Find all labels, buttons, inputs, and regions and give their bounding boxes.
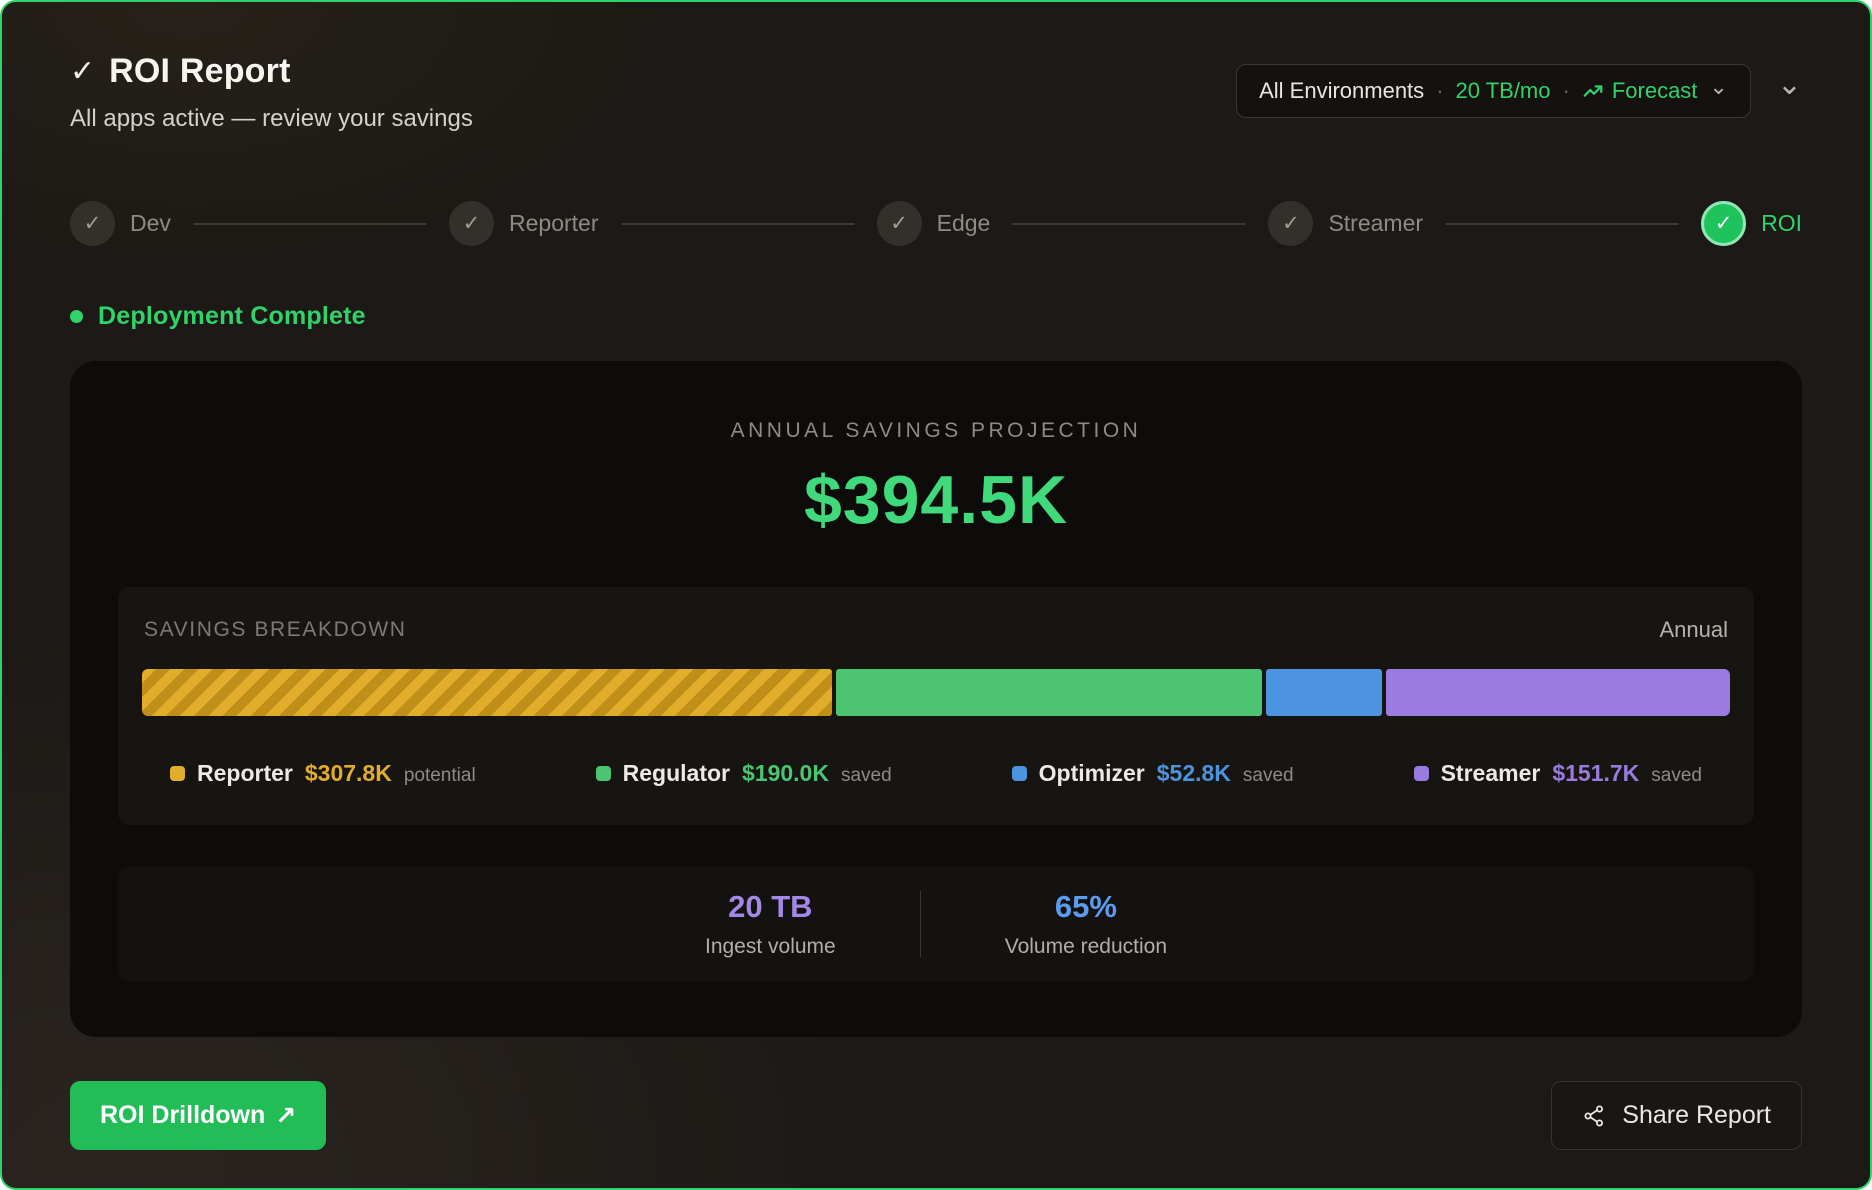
stat-divider [919,891,921,957]
environment-selector[interactable]: All Environments · 20 TB/mo · Forecast ⌄ [1236,64,1751,118]
deployment-status: Deployment Complete [70,302,1802,331]
legend-name: Regulator [622,760,730,786]
legend-note: potential [403,765,476,786]
page-title: ROI Report [109,52,291,90]
arrow-up-right-icon: ↗ [275,1101,297,1130]
legend-note: saved [1651,765,1702,786]
step-check-icon: ✓ [449,201,495,246]
stat-ingest-volume: 20 TB Ingest volume [621,889,920,959]
legend-item-regulator: Regulator $190.0K saved [595,760,892,787]
volume-stats-card: 20 TB Ingest volume 65% Volume reduction [118,867,1754,981]
legend-value: $151.7K [1552,760,1640,786]
forecast-group: Forecast [1582,78,1698,104]
stat-volume-reduction: 65% Volume reduction [921,889,1251,959]
share-icon [1584,1105,1604,1126]
step-streamer[interactable]: ✓ Streamer [1268,201,1423,246]
legend-swatch-icon [170,766,185,781]
step-connector [1445,222,1680,225]
projection-value: $394.5K [803,462,1069,538]
step-connector [620,222,855,225]
chevron-down-icon: ⌄ [1709,74,1728,99]
legend-value: $52.8K [1156,760,1231,786]
title-row: ✓ ROI Report [70,52,473,91]
step-check-icon: ✓ [876,201,922,246]
bar-segment-reporter[interactable] [142,669,833,716]
share-report-button[interactable]: Share Report [1551,1081,1802,1150]
projection-label: ANNUAL SAVINGS PROJECTION [730,419,1142,442]
breakdown-header: SAVINGS BREAKDOWN Annual [142,617,1730,643]
step-roi[interactable]: ✓ ROI [1701,201,1802,246]
step-label: ROI [1761,210,1803,236]
legend-swatch-icon [1011,766,1027,781]
step-label: Edge [936,210,991,236]
savings-stacked-bar [142,669,1730,716]
step-check-icon: ✓ [1701,201,1747,246]
breakdown-title: SAVINGS BREAKDOWN [144,618,407,641]
stat-value: 65% [1054,889,1117,924]
status-dot-icon [70,310,83,323]
page-subtitle: All apps active — review your savings [70,105,473,132]
dot-separator: · [1562,78,1570,103]
header: ✓ ROI Report All apps active — review yo… [70,52,1802,133]
ingest-rate-label: 20 TB/mo [1455,78,1551,103]
step-label: Streamer [1328,210,1424,236]
legend-name: Optimizer [1038,760,1145,786]
drilldown-label: ROI Drilldown [100,1101,266,1129]
stat-label: Volume reduction [1004,935,1168,958]
dot-separator: · [1436,78,1444,103]
bar-segment-optimizer[interactable] [1265,669,1383,716]
bar-segment-streamer[interactable] [1386,669,1730,716]
step-label: Reporter [509,210,599,236]
header-left: ✓ ROI Report All apps active — review yo… [70,52,473,133]
step-dev[interactable]: ✓ Dev [70,201,171,246]
legend-name: Streamer [1440,760,1541,786]
stat-value: 20 TB [728,889,813,924]
environment-label: All Environments [1259,78,1425,103]
breakdown-period: Annual [1659,617,1728,642]
legend-value: $190.0K [742,760,829,786]
deployment-stepper: ✓ Dev ✓ Reporter ✓ Edge ✓ Streamer ✓ ROI [70,201,1802,246]
savings-report-card: ANNUAL SAVINGS PROJECTION $394.5K SAVING… [70,361,1802,1037]
step-check-icon: ✓ [70,201,115,246]
step-connector [192,222,428,225]
step-check-icon: ✓ [1268,201,1314,246]
legend-item-optimizer: Optimizer $52.8K saved [1011,760,1294,787]
stat-label: Ingest volume [704,935,836,958]
collapse-chevron-icon[interactable]: ⌄ [1776,68,1802,101]
step-edge[interactable]: ✓ Edge [876,201,991,246]
legend-swatch-icon [1413,766,1429,781]
savings-breakdown-card: SAVINGS BREAKDOWN Annual Reporter $307.8… [118,587,1754,825]
check-icon: ✓ [70,55,96,88]
footer: ROI Drilldown ↗ Share Report [70,1081,1802,1150]
legend-swatch-icon [595,766,611,781]
step-reporter[interactable]: ✓ Reporter [449,201,599,246]
bar-segment-regulator[interactable] [836,669,1262,716]
roi-drilldown-button[interactable]: ROI Drilldown ↗ [70,1081,327,1150]
legend-name: Reporter [197,760,293,786]
legend-note: saved [840,765,892,786]
status-text: Deployment Complete [98,302,366,330]
breakdown-legend: Reporter $307.8K potential Regulator $19… [142,760,1730,787]
legend-item-reporter: Reporter $307.8K potential [170,760,476,787]
step-connector [1012,222,1247,225]
forecast-label: Forecast [1611,78,1698,103]
step-label: Dev [130,210,171,236]
share-label: Share Report [1622,1101,1771,1129]
legend-item-streamer: Streamer $151.7K saved [1413,760,1702,787]
header-right: All Environments · 20 TB/mo · Forecast ⌄… [1236,64,1802,118]
trending-up-icon [1583,85,1603,97]
legend-value: $307.8K [304,760,392,786]
legend-note: saved [1242,765,1294,786]
